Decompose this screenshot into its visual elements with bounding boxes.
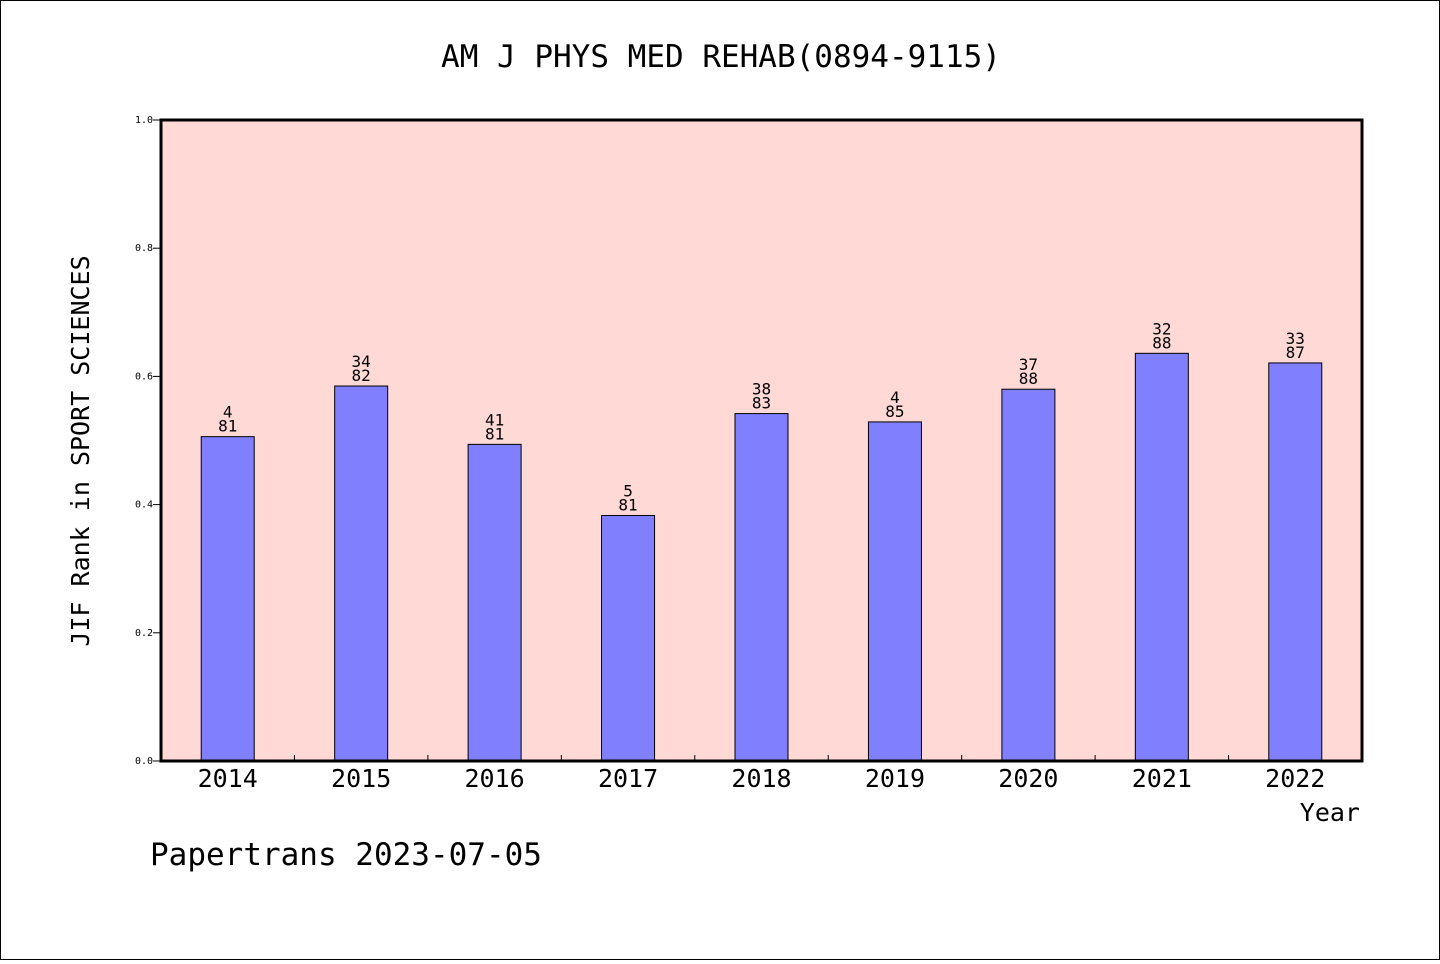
bar-2014	[200, 436, 255, 762]
y-tick-label: 1.0	[135, 115, 153, 126]
bar-2018	[734, 413, 789, 762]
y-tick-label: 0.4	[135, 500, 153, 511]
bar-label-rank: 32	[1152, 319, 1171, 338]
x-tick-label: 2016	[465, 764, 525, 793]
y-axis: 0.0 0.2 0.4 0.6 0.8 1.0	[135, 115, 161, 767]
x-axis-label: Year	[1300, 798, 1360, 827]
x-tick-label: 2020	[998, 764, 1058, 793]
bar-2017	[601, 514, 656, 762]
footer-credit: Papertrans 2023-07-05	[150, 837, 542, 873]
bar-label-rank: 37	[1019, 355, 1038, 374]
y-tick-label: 0.6	[135, 371, 153, 382]
bar-label-rank: 38	[752, 380, 771, 399]
x-tick-label: 2019	[865, 764, 925, 793]
chart-title: AM J PHYS MED REHAB(0894-9115)	[441, 39, 1001, 75]
bar-label-total: 81	[218, 417, 237, 436]
bar-2020	[1001, 388, 1056, 762]
bar-label-total: 82	[352, 366, 371, 385]
bar-2021	[1134, 352, 1189, 762]
bar-label-rank: 4	[890, 388, 900, 407]
bar-label-total: 85	[885, 402, 904, 421]
x-tick-label: 2017	[598, 764, 658, 793]
bar-label-rank: 34	[352, 352, 371, 371]
x-tick-label: 2015	[331, 764, 391, 793]
bar-2015	[334, 385, 389, 762]
plot-border	[159, 118, 1364, 763]
bar-label-rank: 33	[1286, 329, 1305, 348]
bar-label-total: 88	[1019, 369, 1038, 388]
y-tick-label: 0.0	[135, 756, 153, 767]
x-tick-label: 2021	[1132, 764, 1192, 793]
x-axis: 2014 2015 2016 2017 2018 2019 2020 2021 2022	[198, 755, 1325, 793]
bar-label-total: 83	[752, 394, 771, 413]
bar-label-rank: 41	[485, 410, 504, 429]
x-tick-label: 2022	[1265, 764, 1325, 793]
bar-label-total: 81	[618, 495, 637, 514]
y-tick-label: 0.8	[135, 243, 153, 254]
bar-2016	[467, 443, 522, 762]
bar-label-total: 88	[1152, 333, 1171, 352]
bar-label-rank: 4	[223, 403, 233, 422]
y-tick-label: 0.2	[135, 628, 153, 639]
bar-2022	[1268, 362, 1323, 762]
bar-2019	[867, 421, 922, 762]
bar-label-total: 81	[485, 424, 504, 443]
x-tick-label: 2014	[198, 764, 258, 793]
bar-series	[200, 352, 1323, 762]
y-axis-label: JIF Rank in SPORT SCIENCES	[66, 255, 95, 646]
bar-label-total: 87	[1286, 343, 1305, 362]
bar-label-rank: 5	[623, 481, 633, 500]
x-tick-label: 2018	[731, 764, 791, 793]
